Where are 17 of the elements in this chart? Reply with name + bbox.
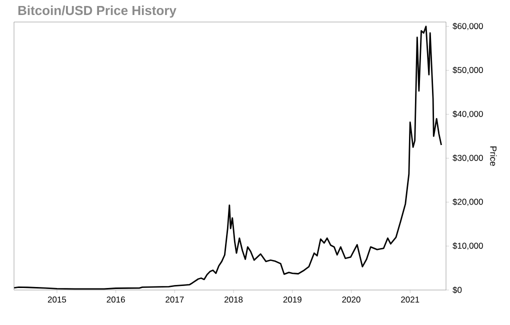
- y-tick-label: $60,000: [452, 22, 483, 30]
- y-axis-title: Price: [490, 146, 497, 166]
- chart-title: Bitcoin/USD Price History: [18, 6, 176, 18]
- x-tick-label: 2017: [166, 296, 184, 303]
- y-tick-label: $30,000: [452, 154, 483, 162]
- y-tick-label: $0: [452, 286, 462, 294]
- line-series: [13, 26, 442, 290]
- x-tick-label: 2019: [283, 296, 302, 303]
- x-tick-label: 2021: [401, 296, 420, 303]
- x-tick-label: 2020: [342, 296, 360, 303]
- y-tick-label: $20,000: [452, 198, 483, 206]
- y-tick-label: $50,000: [452, 66, 483, 74]
- x-tick-label: 2018: [224, 296, 243, 303]
- x-tick-label: 2015: [48, 296, 66, 303]
- y-tick-label: $10,000: [452, 242, 483, 250]
- x-tick-label: 2016: [106, 296, 125, 303]
- y-tick-label: $40,000: [452, 110, 483, 118]
